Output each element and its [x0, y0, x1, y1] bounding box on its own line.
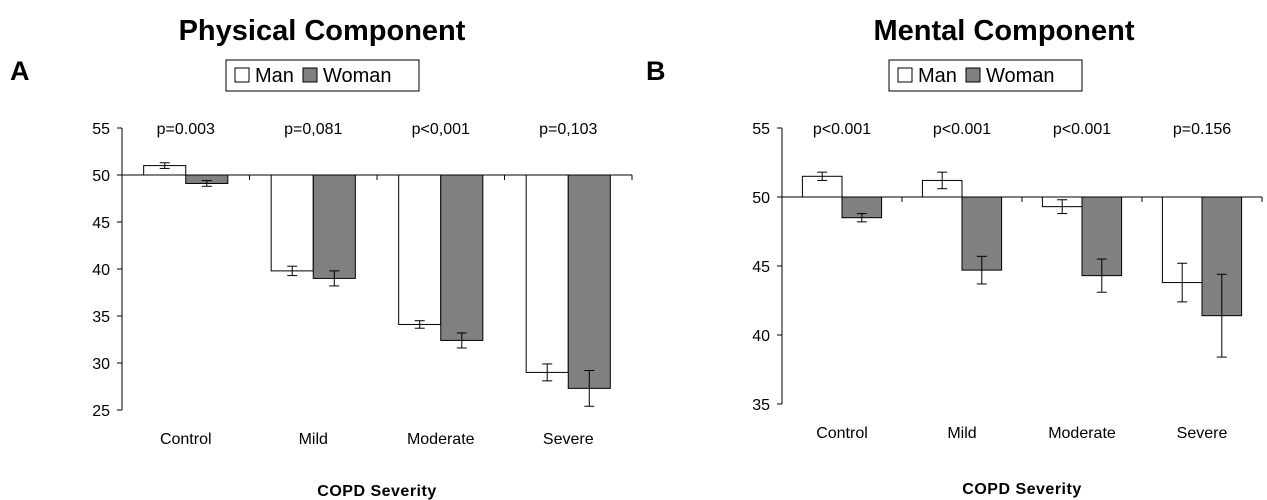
x-axis-title: COPD Severity [317, 483, 436, 500]
category-label: Control [160, 431, 212, 448]
error-bar-woman-severe [584, 370, 595, 407]
panel-label: B [646, 56, 666, 86]
panel-b-mental-component: Mental Component B Man Woman 35 40 45 50 55 p<0.0… [646, 15, 1263, 498]
legend-box [225, 59, 420, 92]
legend-swatch-woman [302, 67, 318, 83]
error-bar-woman-mild [329, 270, 340, 287]
y-tick-label: 50 [92, 168, 110, 185]
category-label: Mild [947, 425, 976, 442]
y-tick-label: 25 [92, 403, 110, 420]
y-tick-label: 55 [752, 121, 770, 138]
category-label: Control [816, 425, 868, 442]
chart-title: Physical Component [179, 15, 466, 47]
error-bar-man-severe [1177, 262, 1188, 303]
y-tick-label: 40 [92, 262, 110, 279]
p-value-label: p<0.001 [933, 121, 991, 138]
error-bar-woman-control [201, 180, 212, 187]
y-tick-label: 50 [752, 190, 770, 207]
category-label: Mild [299, 431, 328, 448]
legend-box [888, 59, 1083, 92]
p-value-label: p=0,081 [284, 121, 342, 138]
legend-swatch-woman [965, 67, 981, 83]
bar-woman-severe [567, 174, 611, 389]
error-bar-woman-moderate [456, 332, 467, 349]
chart-title: Mental Component [874, 15, 1135, 47]
p-value-label: p=0.003 [157, 121, 215, 138]
category-label: Moderate [407, 431, 475, 448]
legend: Man Woman [888, 59, 1083, 92]
error-bar-man-severe [542, 363, 553, 382]
error-bar-woman-moderate [1096, 258, 1107, 293]
legend-entry-man: Man [918, 65, 957, 87]
p-value-label: p<0.001 [1053, 121, 1111, 138]
y-tick-label: 30 [92, 356, 110, 373]
p-value-label: p=0.156 [1173, 121, 1231, 138]
error-bar-man-moderate [414, 320, 425, 329]
y-tick-label: 35 [92, 309, 110, 326]
error-bar-woman-control [856, 213, 867, 223]
bar-woman-moderate [440, 174, 484, 341]
category-label: Moderate [1048, 425, 1116, 442]
legend-swatch-man [234, 67, 250, 83]
panel-label: A [10, 56, 30, 86]
category-label: Severe [1177, 425, 1228, 442]
bar-man-severe [525, 174, 569, 373]
category-label: Severe [543, 431, 594, 448]
y-tick-label: 40 [752, 328, 770, 345]
legend: Man Woman [225, 59, 420, 92]
y-tick-label: 55 [92, 121, 110, 138]
p-value-label: p<0,001 [412, 121, 470, 138]
error-bar-woman-severe [1216, 273, 1227, 358]
bar-man-mild [270, 174, 314, 272]
error-bar-man-moderate [1057, 199, 1068, 215]
legend-swatch-man [897, 67, 913, 83]
y-tick-label: 45 [752, 259, 770, 276]
x-axis-title: COPD Severity [962, 481, 1081, 498]
y-tick-label: 35 [752, 397, 770, 414]
error-bar-man-mild [287, 265, 298, 277]
panel-a-physical-component: Physical Component A Man Woman 25 30 35 40 45 50 5… [10, 15, 633, 500]
y-tick-label: 45 [92, 215, 110, 232]
legend-entry-woman: Woman [986, 65, 1055, 87]
bar-man-moderate [398, 174, 442, 325]
legend-entry-woman: Woman [323, 65, 392, 87]
p-value-label: p=0,103 [539, 121, 597, 138]
error-bar-man-mild [937, 171, 948, 190]
p-value-label: p<0.001 [813, 121, 871, 138]
error-bar-woman-mild [976, 255, 987, 285]
error-bar-man-control [159, 162, 170, 169]
error-bar-man-control [817, 171, 828, 181]
legend-entry-man: Man [255, 65, 294, 87]
bar-woman-mild [312, 174, 356, 279]
